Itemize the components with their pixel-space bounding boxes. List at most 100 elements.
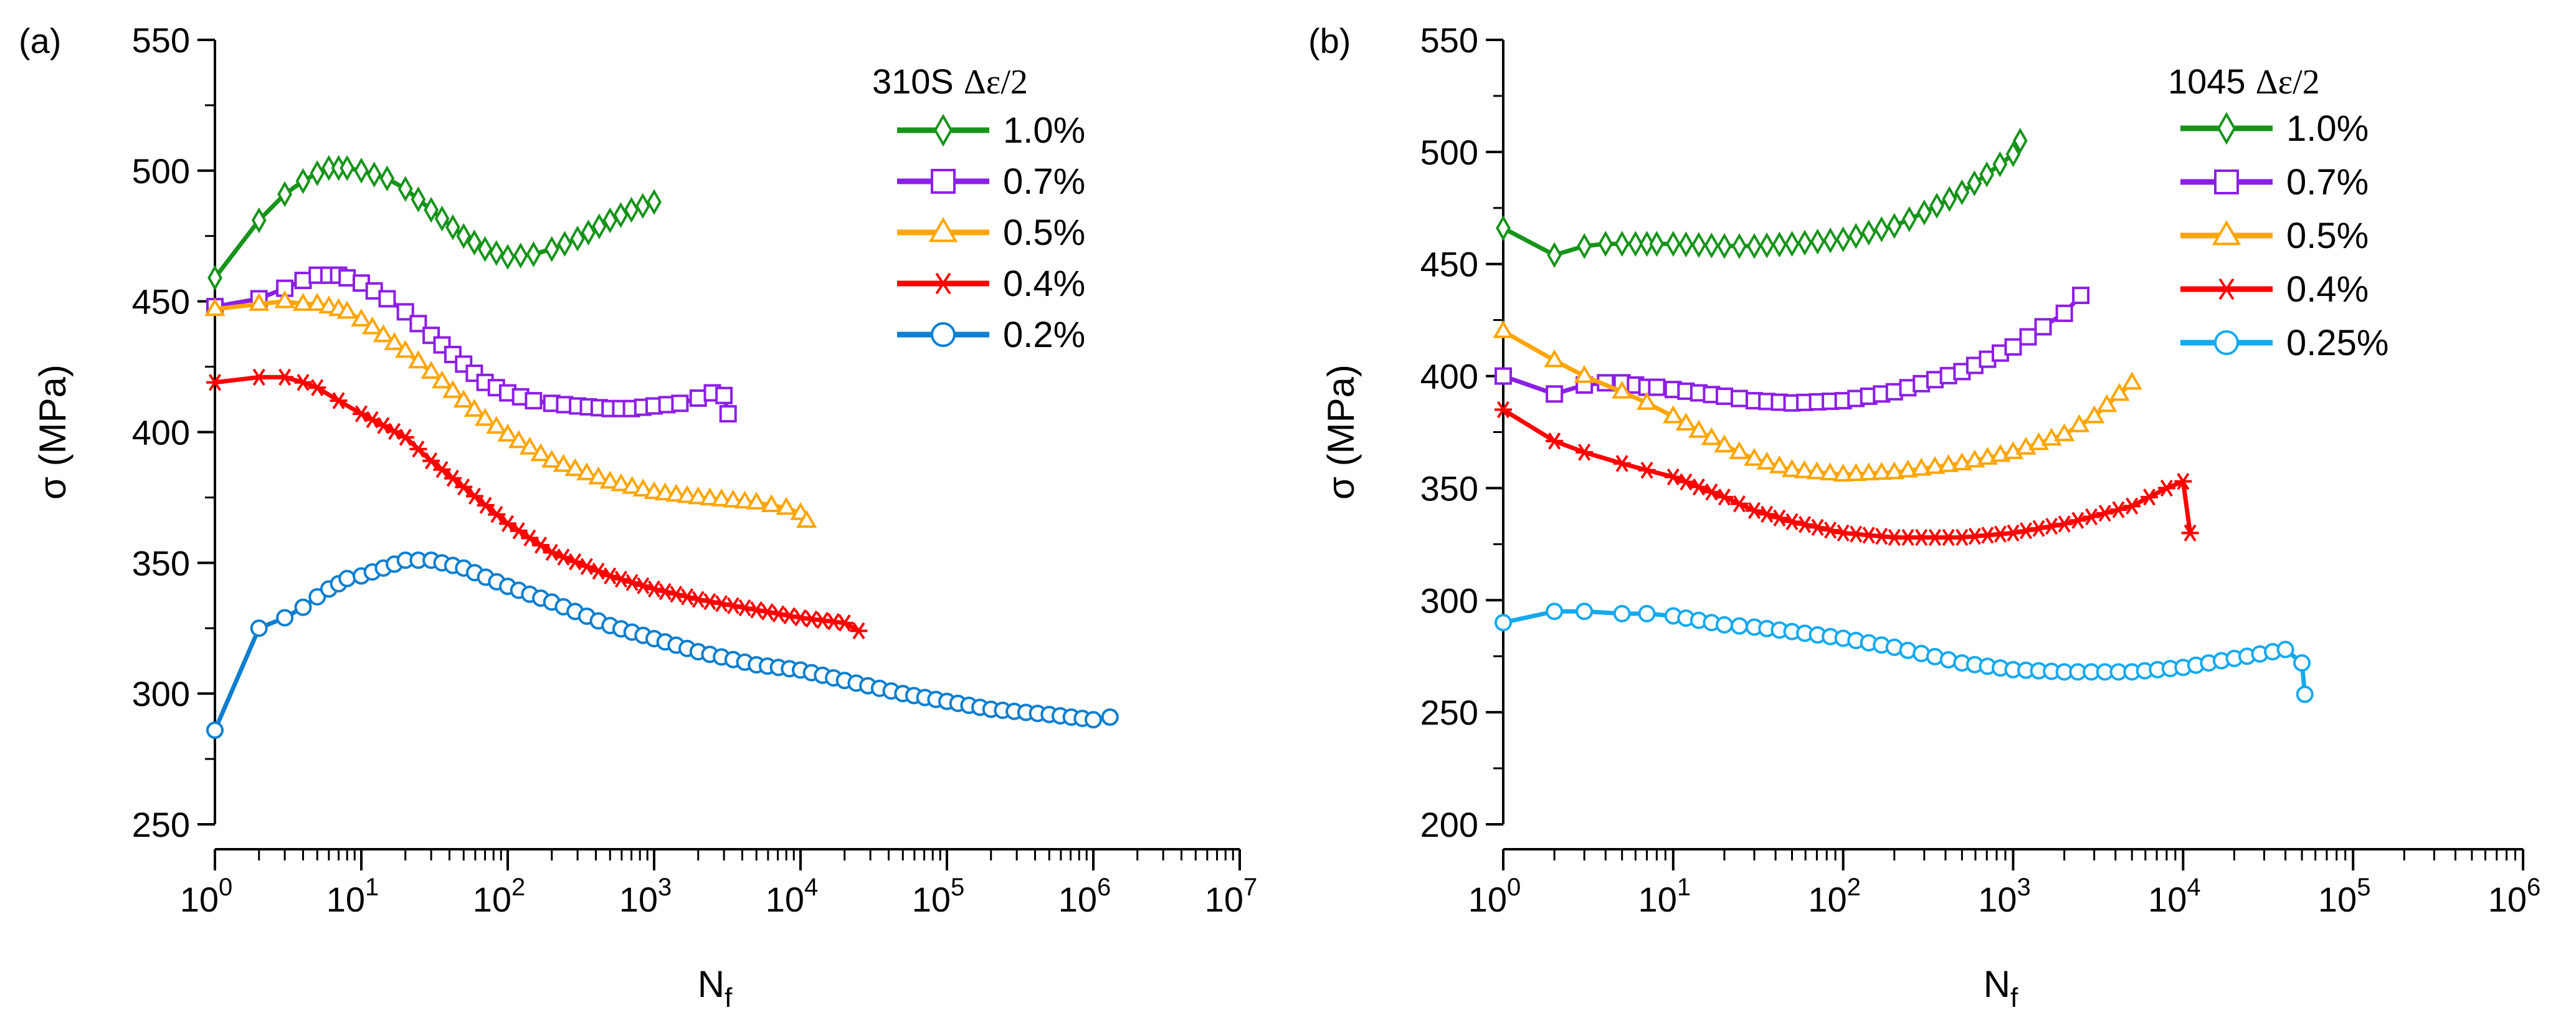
- x-axis-title-sub: f: [725, 983, 733, 1010]
- data-point: [761, 494, 782, 513]
- data-point: [1690, 478, 1708, 496]
- legend-entry: 0.2%: [897, 315, 1085, 355]
- data-point: [338, 269, 356, 287]
- legend-label: 0.5%: [1003, 212, 1085, 253]
- data-point: [724, 597, 742, 614]
- data-point: [455, 355, 473, 373]
- data-point: [1648, 378, 1666, 396]
- data-point: [497, 423, 518, 442]
- data-point: [1649, 231, 1665, 257]
- data-point: [665, 484, 687, 502]
- data-point: [599, 470, 620, 489]
- legend-title: 1045 Δε/2: [2168, 62, 2320, 102]
- data-point: [395, 340, 416, 358]
- data-point: [2123, 497, 2141, 515]
- data-point: [292, 293, 314, 311]
- data-point: [2043, 517, 2061, 535]
- data-point: [308, 379, 326, 396]
- data-point: [294, 272, 312, 290]
- legend-swatch-marker: [2215, 278, 2238, 300]
- data-point: [1819, 462, 1841, 481]
- data-point: [1835, 226, 1851, 252]
- x-tick-exponent: 6: [1097, 874, 1111, 901]
- data-point: [2141, 488, 2159, 506]
- data-point: [1688, 419, 1709, 438]
- data-point: [758, 603, 776, 621]
- data-point: [421, 361, 442, 379]
- x-tick-exponent: 4: [804, 874, 818, 901]
- x-tick-base: 10: [326, 880, 365, 919]
- y-tick-label: 200: [1420, 805, 1478, 844]
- series-0.25%: [1495, 603, 2314, 703]
- data-point: [276, 368, 294, 386]
- legend-title-material: 1045: [2168, 62, 2246, 101]
- data-point: [1612, 380, 1633, 399]
- series-0.5%: [1493, 320, 2142, 482]
- legend-label: 0.2%: [1003, 315, 1085, 355]
- data-point: [397, 176, 413, 202]
- data-point: [1783, 513, 1801, 531]
- legend-entry: 1.0%: [897, 110, 1085, 151]
- data-point: [456, 222, 472, 249]
- data-point: [645, 580, 663, 598]
- data-point: [1730, 495, 1748, 513]
- series-0.7%: [206, 266, 737, 423]
- data-point: [667, 585, 685, 603]
- data-point: [1784, 231, 1800, 257]
- x-tick-label: 101: [1638, 874, 1691, 919]
- x-tick-label: 105: [2318, 874, 2371, 919]
- data-point: [1714, 434, 1735, 453]
- data-point: [379, 165, 395, 192]
- y-tick-label: 250: [1420, 693, 1478, 732]
- data-point: [2004, 338, 2022, 356]
- x-tick-base: 10: [1058, 880, 1097, 919]
- y-tick-label: 250: [132, 805, 190, 844]
- data-point: [723, 489, 744, 508]
- data-point: [746, 492, 767, 510]
- data-point: [1942, 186, 1957, 212]
- y-axis-title: σ (MPa): [1320, 364, 1362, 500]
- y-tick-label: 450: [132, 282, 190, 322]
- data-point: [2157, 479, 2175, 497]
- data-point: [1954, 179, 1970, 206]
- x-tick-base: 10: [912, 880, 951, 919]
- series-0.4%: [1495, 401, 2199, 546]
- data-point: [2121, 371, 2142, 390]
- data-point: [378, 290, 396, 308]
- data-point: [2293, 654, 2311, 672]
- y-tick-label: 550: [132, 21, 190, 60]
- data-point: [308, 588, 326, 606]
- x-tick-base: 10: [1468, 880, 1507, 919]
- data-point: [1833, 464, 1854, 482]
- y-tick-label: 300: [1420, 581, 1478, 620]
- data-point: [1924, 455, 1946, 474]
- data-point: [2068, 414, 2090, 432]
- data-point: [1577, 233, 1592, 259]
- data-point: [519, 436, 541, 455]
- data-point: [776, 497, 797, 515]
- data-point: [715, 386, 733, 404]
- data-point: [1861, 219, 1876, 246]
- data-point: [1638, 461, 1656, 479]
- data-point: [587, 466, 609, 485]
- data-point: [431, 370, 453, 389]
- x-tick-label: 106: [1058, 874, 1111, 919]
- series-0.4%: [206, 368, 868, 640]
- legend-label: 0.7%: [2286, 162, 2369, 202]
- data-point: [411, 186, 426, 212]
- data-point: [424, 196, 439, 223]
- data-point: [2012, 128, 2028, 154]
- data-point: [612, 570, 630, 588]
- data-point: [474, 407, 496, 426]
- data-point: [1715, 616, 1733, 634]
- data-point: [1546, 603, 1564, 621]
- legend-title-material: 310S: [872, 62, 954, 101]
- data-point: [564, 458, 586, 477]
- series-line: [212, 299, 809, 523]
- legend-entry: 0.25%: [2180, 323, 2388, 363]
- legend-entry: 0.7%: [2180, 162, 2369, 202]
- data-point: [1547, 242, 1562, 269]
- x-tick-label: 100: [180, 874, 233, 919]
- data-point: [613, 202, 629, 229]
- data-point: [444, 345, 462, 363]
